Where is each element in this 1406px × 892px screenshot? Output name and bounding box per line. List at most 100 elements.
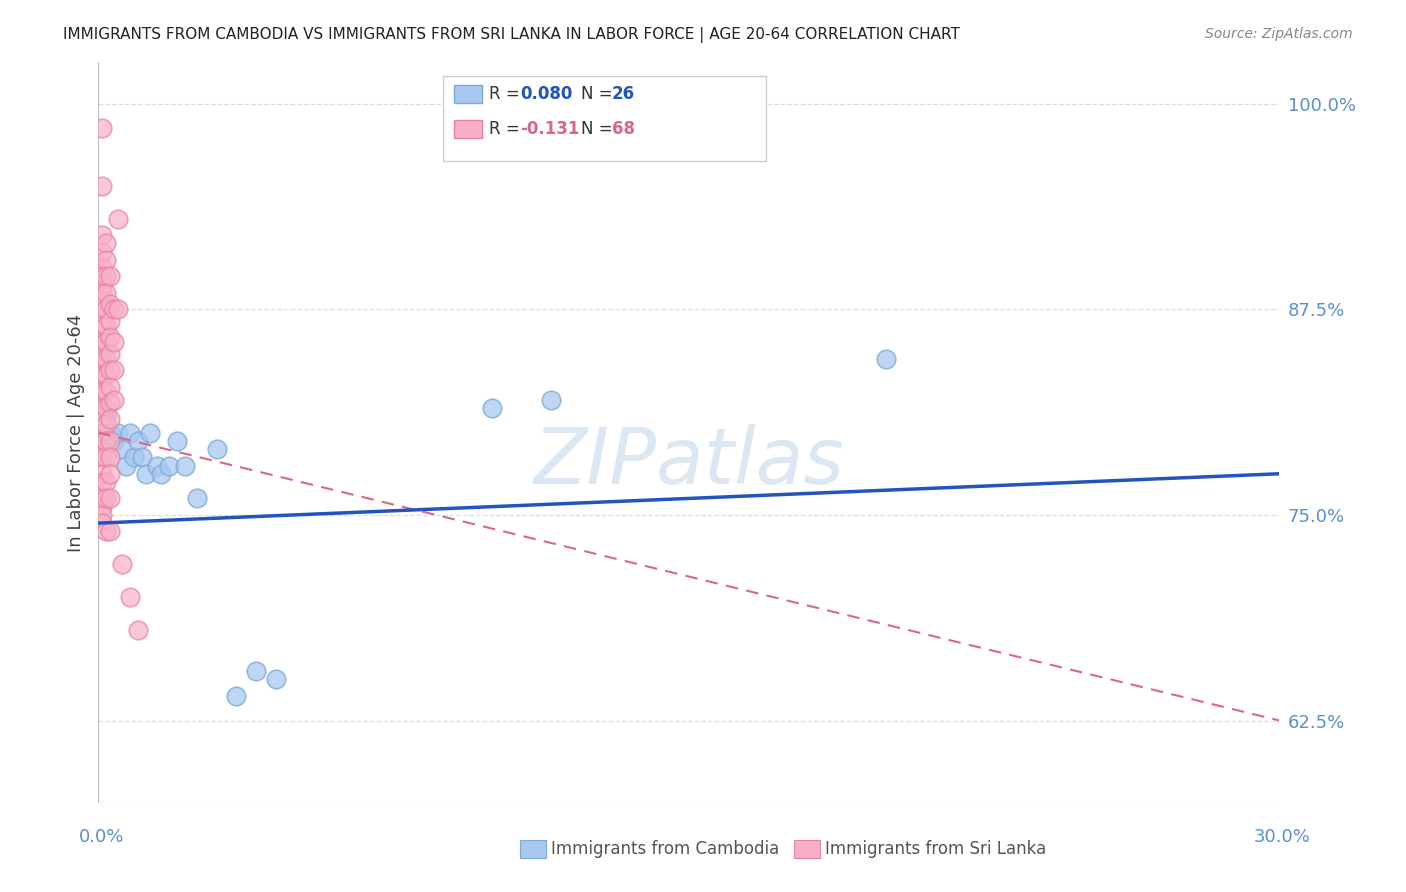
Point: [91, 516, 114, 530]
Point: [127, 434, 149, 448]
Point: [98, 491, 121, 506]
Point: [91, 450, 114, 465]
Point: [91, 475, 114, 489]
Point: [91, 368, 114, 382]
Point: [96, 450, 118, 465]
Point: [225, 689, 247, 703]
Text: Immigrants from Cambodia: Immigrants from Cambodia: [551, 840, 779, 858]
Point: [91, 244, 114, 259]
Point: [98, 412, 121, 426]
Point: [91, 269, 114, 284]
Point: [91, 335, 114, 350]
Point: [96, 368, 118, 382]
Point: [96, 491, 118, 506]
Point: [96, 269, 118, 284]
Text: N =: N =: [581, 120, 617, 138]
Point: [103, 335, 125, 350]
Point: [166, 434, 188, 448]
Text: -0.131: -0.131: [520, 120, 579, 138]
Text: R =: R =: [489, 85, 526, 103]
Text: 26: 26: [612, 85, 634, 103]
Point: [98, 269, 121, 284]
Point: [91, 261, 114, 276]
Point: [96, 401, 118, 415]
Point: [103, 363, 125, 377]
Point: [91, 401, 114, 415]
Text: 68: 68: [612, 120, 634, 138]
Point: [131, 450, 153, 465]
Point: [91, 491, 114, 506]
Point: [91, 121, 114, 136]
Point: [122, 450, 145, 465]
Point: [91, 277, 114, 292]
Point: [91, 442, 114, 456]
Point: [91, 293, 114, 308]
Point: [115, 458, 138, 473]
Text: IMMIGRANTS FROM CAMBODIA VS IMMIGRANTS FROM SRI LANKA IN LABOR FORCE | AGE 20-64: IMMIGRANTS FROM CAMBODIA VS IMMIGRANTS F…: [63, 27, 960, 43]
Point: [111, 442, 134, 456]
Point: [245, 664, 267, 678]
Point: [91, 351, 114, 366]
Point: [96, 335, 118, 350]
Point: [96, 417, 118, 432]
Point: [98, 425, 121, 440]
Y-axis label: In Labor Force | Age 20-64: In Labor Force | Age 20-64: [66, 313, 84, 552]
Point: [111, 558, 134, 572]
Text: N =: N =: [581, 85, 617, 103]
Point: [98, 379, 121, 393]
Point: [91, 285, 114, 300]
Point: [91, 467, 114, 481]
Point: [103, 392, 125, 407]
Point: [98, 450, 121, 465]
Point: [98, 346, 121, 360]
Point: [264, 673, 287, 687]
Point: [91, 508, 114, 522]
Point: [98, 330, 121, 344]
Point: [91, 384, 114, 399]
Point: [91, 409, 114, 424]
Point: [91, 425, 114, 440]
Point: [96, 434, 118, 448]
Point: [103, 434, 125, 448]
Text: 30.0%: 30.0%: [1254, 828, 1310, 846]
Text: R =: R =: [489, 120, 526, 138]
Point: [98, 434, 121, 448]
Text: Source: ZipAtlas.com: Source: ZipAtlas.com: [1205, 27, 1353, 41]
Point: [98, 467, 121, 481]
Point: [96, 285, 118, 300]
Point: [98, 363, 121, 377]
Point: [91, 318, 114, 333]
Point: [107, 425, 129, 440]
Point: [96, 351, 118, 366]
Point: [875, 351, 897, 366]
Point: [96, 318, 118, 333]
Point: [127, 623, 149, 637]
Point: [186, 491, 208, 506]
Point: [157, 458, 180, 473]
Point: [98, 524, 121, 539]
Point: [91, 343, 114, 358]
Point: [107, 302, 129, 317]
Point: [91, 500, 114, 514]
Text: 0.080: 0.080: [520, 85, 572, 103]
Point: [138, 425, 160, 440]
Point: [96, 384, 118, 399]
Point: [96, 409, 118, 424]
Point: [118, 425, 141, 440]
Point: [91, 228, 114, 243]
Text: 0.0%: 0.0%: [79, 828, 124, 846]
Point: [146, 458, 169, 473]
Point: [118, 590, 141, 604]
Point: [96, 475, 118, 489]
Text: ZIPatlas: ZIPatlas: [533, 425, 845, 500]
Point: [150, 467, 173, 481]
Point: [91, 359, 114, 374]
Point: [103, 302, 125, 317]
Point: [205, 442, 228, 456]
Point: [91, 425, 114, 440]
Point: [98, 314, 121, 328]
Text: Immigrants from Sri Lanka: Immigrants from Sri Lanka: [825, 840, 1046, 858]
Point: [107, 211, 129, 226]
Point: [481, 401, 503, 415]
Point: [174, 458, 197, 473]
